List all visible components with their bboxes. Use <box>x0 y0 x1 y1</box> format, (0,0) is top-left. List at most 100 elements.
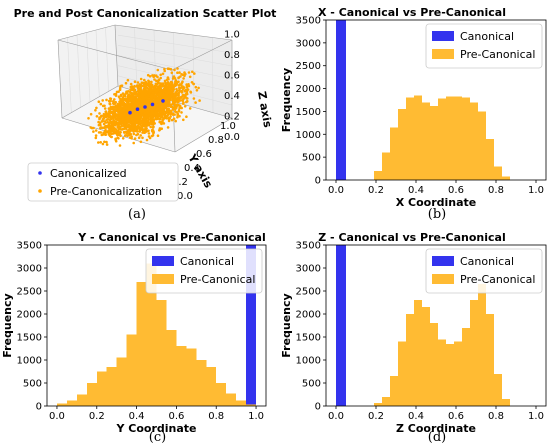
pre-canonical-point <box>123 93 126 97</box>
pre-canonical-point <box>125 109 129 112</box>
pre-canonical-point <box>136 111 140 115</box>
pre-canonical-point <box>143 122 146 125</box>
grid-line <box>67 37 72 113</box>
pre-canonical-point <box>111 132 115 135</box>
pre-canonical-point <box>147 118 151 121</box>
pre-canonical-point <box>181 99 185 103</box>
pre-canonical-point <box>133 137 137 140</box>
pre-canonical-point <box>128 93 131 97</box>
pre-canonical-point <box>138 111 142 115</box>
pre-canonical-point <box>112 129 116 132</box>
pre-canonical-point <box>144 130 147 134</box>
pre-canonical-point <box>176 67 179 70</box>
pre-canonical-point <box>136 113 140 117</box>
pre-canonical-point <box>102 112 106 116</box>
pre-canonical-point <box>135 116 139 119</box>
pre-canonical-point <box>118 144 122 147</box>
pre-canonical-point <box>165 117 168 120</box>
pre-canonical-point <box>142 128 145 132</box>
pre-canonical-point <box>149 115 153 119</box>
pre-canonical-point <box>143 100 147 103</box>
pre-canonical-point <box>148 75 152 78</box>
bar-pre-canonical-15 <box>494 166 502 180</box>
pre-canonical-point <box>119 94 123 97</box>
pre-canonical-point <box>177 108 181 112</box>
pre-canonical-point <box>170 118 174 122</box>
pre-canonical-point <box>98 112 101 115</box>
axes-frame <box>46 244 267 407</box>
pre-canonical-point <box>134 91 138 94</box>
pre-canonical-point <box>140 93 144 96</box>
bar-pre-canonical-7 <box>430 323 438 406</box>
pre-canonical-point <box>139 77 143 81</box>
z-tick-label: 0.4 <box>224 91 240 102</box>
bar-pre-canonical-4 <box>406 314 414 406</box>
pre-canonical-point <box>183 105 187 108</box>
pre-canonical-point <box>156 134 160 137</box>
pre-canonical-point <box>154 74 158 77</box>
pre-canonical-point <box>124 81 128 85</box>
pre-canonical-point <box>140 102 144 106</box>
pre-canonical-point <box>178 104 181 108</box>
pre-canonical-point <box>176 93 179 97</box>
y-tick-label: 3500 <box>296 16 321 27</box>
pre-canonical-point <box>114 137 117 141</box>
pre-canonical-point <box>134 127 138 130</box>
x-tick-label: 0.4 <box>408 185 424 196</box>
bar-pre-canonical-2 <box>390 376 398 406</box>
pre-canonical-point <box>182 93 185 97</box>
pre-canonical-point <box>161 72 165 76</box>
pre-canonical-point <box>115 90 119 94</box>
legend-marker <box>38 189 42 193</box>
pre-canonical-point <box>140 124 143 127</box>
legend-box <box>425 23 543 69</box>
legend-label: Canonical <box>180 255 234 268</box>
pre-canonical-point <box>94 129 98 132</box>
pre-canonical-point <box>169 67 173 71</box>
y-tick-label: 0.2 <box>172 177 188 188</box>
pre-canonical-point <box>154 82 158 86</box>
pre-canonical-point <box>138 122 141 125</box>
bar-canonical-0 <box>246 245 257 406</box>
pre-canonical-point <box>112 100 115 103</box>
pre-canonical-point <box>106 120 109 124</box>
y-tick-label: 1000 <box>296 356 321 367</box>
pre-canonical-point <box>138 93 142 96</box>
pre-canonical-point <box>128 124 131 128</box>
bar-pre-canonical-19 <box>246 404 257 406</box>
bar-pre-canonical-12 <box>470 102 478 180</box>
pre-canonical-point <box>122 124 126 127</box>
pre-canonical-point <box>139 83 143 87</box>
bar-pre-canonical-3 <box>398 109 406 180</box>
pre-canonical-point <box>117 109 121 112</box>
panel-d-z-histogram: 0 500 1000 1500 2000 2500 3000 3500 0.0 0.2 0.4 0.6… <box>280 231 547 445</box>
bar-pre-canonical-7 <box>430 105 438 180</box>
pre-canonical-point <box>174 80 177 83</box>
pre-canonical-point <box>153 103 157 106</box>
bar-pre-canonical-6 <box>422 307 430 406</box>
bar-pre-canonical-1 <box>382 396 390 406</box>
pre-canonical-point <box>121 118 124 122</box>
pre-canonical-point <box>115 105 118 109</box>
pre-canonical-point <box>152 74 156 77</box>
pre-canonical-point <box>113 110 116 114</box>
pre-canonical-point <box>140 116 143 119</box>
pre-canonical-point <box>162 122 166 125</box>
pre-canonical-point <box>167 116 170 120</box>
pre-canonical-point <box>92 126 95 130</box>
pre-canonical-point <box>141 131 144 134</box>
legend-label: Canonicalized <box>50 167 127 180</box>
legend-label: Canonical <box>460 255 514 268</box>
pre-canonical-point <box>170 105 174 109</box>
bar-pre-canonical-1 <box>66 400 77 406</box>
pre-canonical-point <box>99 126 102 130</box>
bar-pre-canonical-9 <box>446 96 454 180</box>
pre-canonical-point <box>117 118 121 122</box>
grid-line <box>86 32 91 103</box>
pre-canonical-point <box>118 86 122 90</box>
panel-caption: (d) <box>428 430 446 445</box>
grid-line <box>117 45 233 67</box>
pre-canonical-point <box>121 92 125 95</box>
pre-canonical-point <box>92 130 95 133</box>
pre-canonical-point <box>156 68 160 72</box>
